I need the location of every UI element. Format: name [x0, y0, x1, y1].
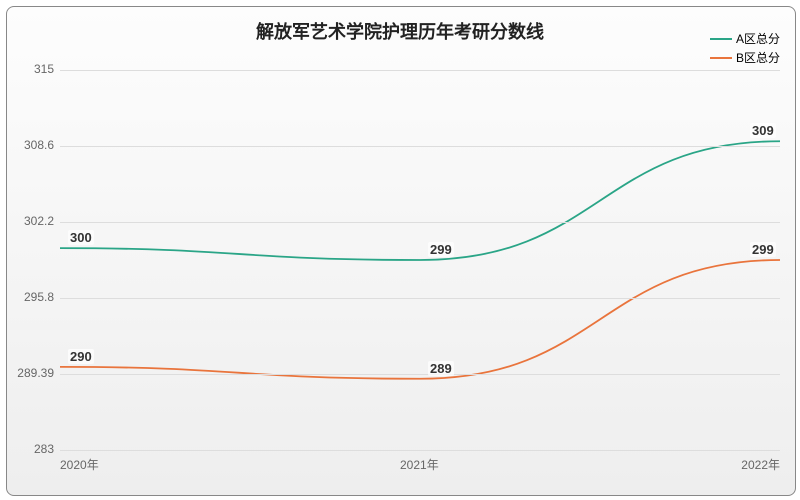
y-axis-label: 295.8 [24, 290, 54, 304]
legend-swatch [710, 57, 732, 59]
grid-line [60, 298, 780, 299]
grid-line [60, 374, 780, 375]
y-axis-label: 302.2 [24, 214, 54, 228]
legend-swatch [710, 38, 732, 40]
series-line [60, 141, 780, 260]
y-axis-label: 283 [34, 442, 54, 456]
data-label: 290 [68, 349, 94, 364]
legend-item: B区总分 [710, 49, 780, 66]
grid-line [60, 450, 780, 451]
y-axis-label: 308.6 [24, 138, 54, 152]
x-axis-label: 2020年 [60, 456, 99, 473]
line-svg [60, 70, 780, 450]
legend: A区总分 B区总分 [710, 30, 780, 68]
series-line [60, 260, 780, 379]
legend-item: A区总分 [710, 30, 780, 47]
y-axis-label: 289.39 [17, 366, 54, 380]
grid-line [60, 70, 780, 71]
data-label: 300 [68, 230, 94, 245]
data-label: 299 [750, 242, 776, 257]
chart-container: 解放军艺术学院护理历年考研分数线 A区总分B区总分 283289.39295.8… [0, 0, 800, 500]
legend-label: A区总分 [736, 30, 780, 47]
x-axis-label: 2022年 [741, 456, 780, 473]
chart-title: 解放军艺术学院护理历年考研分数线 [0, 18, 800, 44]
data-label: 289 [428, 361, 454, 376]
y-axis-label: 315 [34, 62, 54, 76]
grid-line [60, 146, 780, 147]
data-label: 309 [750, 123, 776, 138]
legend-label: B区总分 [736, 49, 780, 66]
plot-area: 283289.39295.8302.2308.63152020年2021年202… [60, 70, 780, 450]
x-axis-label: 2021年 [400, 456, 439, 473]
data-label: 299 [428, 242, 454, 257]
grid-line [60, 222, 780, 223]
